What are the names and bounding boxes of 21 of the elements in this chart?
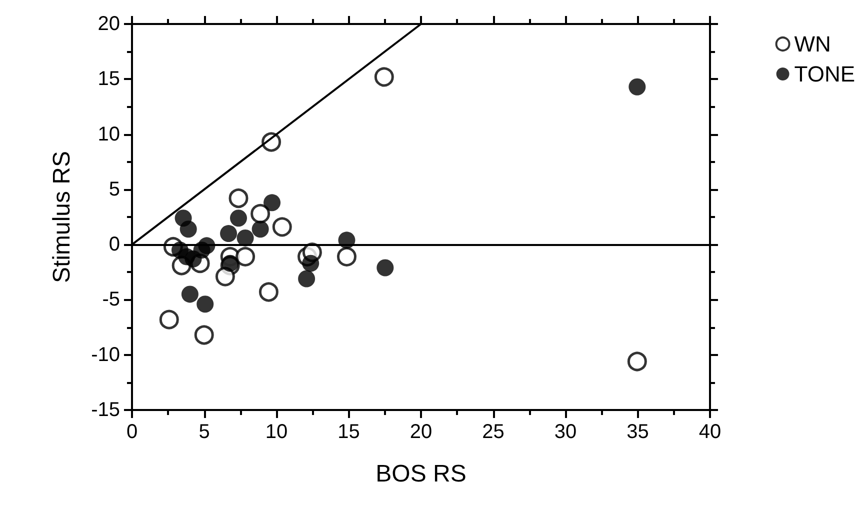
y-axis-title: Stimulus RS [48,150,76,284]
x-tick-label: 35 [626,421,649,443]
x-tick-label: 0 [126,421,138,443]
y-tick-label: 20 [98,13,120,35]
x-tick-label: 30 [554,421,577,443]
x-tick-label: 5 [198,421,210,443]
y-tick-label: 5 [108,178,120,200]
x-tick-label: 40 [698,421,722,443]
y-tick-label: -15 [91,399,120,421]
y-tick-label: -10 [91,344,120,366]
y-tick-label: 15 [98,68,120,90]
x-tick-label: 25 [482,421,504,443]
y-tick-label: 0 [108,234,120,256]
y-tick-label: -5 [102,288,120,311]
legend-label: WN [794,32,831,56]
x-tick-label: 20 [410,421,432,443]
y-tick-label: 10 [98,123,120,146]
x-axis-title: BOS RS [376,460,466,488]
x-tick-label: 15 [338,421,360,443]
legend-label: TONE [794,62,856,86]
x-tick-label: 10 [265,421,288,443]
